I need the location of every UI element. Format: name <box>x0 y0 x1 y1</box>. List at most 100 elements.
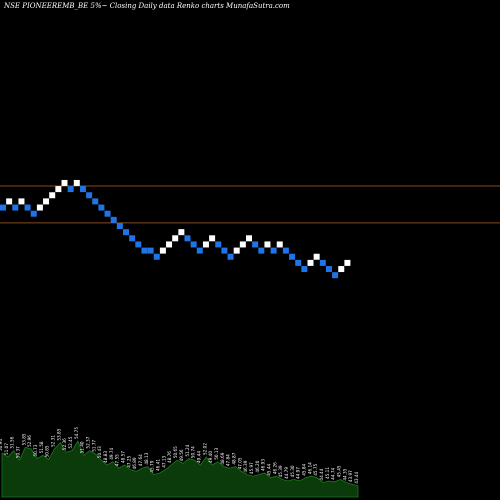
volume-label: 44.35 <box>342 468 347 480</box>
volume-label: 51.56 <box>10 436 15 448</box>
volume-label: 50.37 <box>16 446 21 458</box>
renko-brick <box>129 235 136 242</box>
volume-label: 46.41 <box>156 459 161 471</box>
volume-label: 44.44 <box>319 468 324 480</box>
volume-label: 48.83 <box>103 451 108 463</box>
renko-brick <box>6 198 13 205</box>
volume-label: 46.26 <box>272 462 277 474</box>
renko-brick <box>104 210 111 217</box>
volume-label: 45.79 <box>150 460 155 472</box>
volume-label: 46.20 <box>255 460 260 472</box>
renko-brick <box>123 229 129 236</box>
volume-label: 44.74 <box>331 467 336 479</box>
volume-label: 46.89 <box>132 457 137 469</box>
renko-brick <box>86 192 93 199</box>
renko-brick <box>0 204 6 211</box>
renko-brick <box>209 235 216 242</box>
renko-brick <box>67 186 74 193</box>
renko-brick <box>55 186 62 193</box>
volume-label: 46.93 <box>261 459 266 471</box>
renko-brick <box>239 241 246 248</box>
renko-brick <box>252 241 259 248</box>
renko-brick <box>61 179 68 186</box>
volume-label: 50.74 <box>191 446 196 458</box>
renko-brick <box>295 259 302 266</box>
renko-brick <box>12 204 19 211</box>
renko-brick <box>344 259 351 266</box>
volume-label: 47.55 <box>115 454 120 466</box>
volume-label: 45.30 <box>290 465 295 477</box>
volume-label: 51.24 <box>185 444 190 456</box>
volume-label: 52.31 <box>51 435 56 447</box>
volume-label: 49.44 <box>196 451 201 463</box>
volume-label: 50.94 <box>0 439 3 451</box>
volume-label: 49.56 <box>179 449 184 461</box>
volume-label: 50.73 <box>33 444 38 456</box>
volume-label: 50.13 <box>214 447 219 459</box>
volume-label: 53.85 <box>21 433 26 445</box>
volume-label: 52.36 <box>62 438 67 450</box>
volume-label: 44.97 <box>296 467 301 479</box>
renko-brick <box>264 241 271 248</box>
renko-brick <box>92 198 99 205</box>
chart-title: NSE PIONEEREMB_BE 5%~ Closing Daily data… <box>4 2 290 10</box>
volume-label: 46.39 <box>243 460 248 472</box>
renko-brick <box>135 241 142 248</box>
volume-label: 45.11 <box>325 467 330 479</box>
renko-brick <box>233 247 240 254</box>
renko-brick <box>147 247 154 254</box>
renko-brick <box>79 186 86 193</box>
volume-label: 52.45 <box>68 436 73 448</box>
volume-area <box>1 440 359 498</box>
volume-label: 45.45 <box>337 465 342 477</box>
renko-brick <box>30 210 37 217</box>
volume-label: 46.14 <box>307 462 312 474</box>
renko-brick <box>153 253 160 260</box>
renko-brick <box>73 179 80 186</box>
renko-brick <box>110 216 117 223</box>
renko-bricks <box>0 179 351 279</box>
renko-brick <box>270 247 277 254</box>
volume-label: 51.77 <box>91 439 96 451</box>
renko-brick <box>319 259 326 266</box>
renko-brick <box>258 247 265 254</box>
renko-brick <box>332 272 339 279</box>
volume-label: 48.69 <box>220 452 225 464</box>
renko-brick <box>184 235 191 242</box>
volume-label: 54.75 <box>74 427 79 439</box>
renko-brick <box>202 241 209 248</box>
volume-label: 52.02 <box>202 443 207 455</box>
volume-label: 47.25 <box>126 455 131 467</box>
volume-label: 50.85 <box>45 445 50 457</box>
volume-label: 50.43 <box>97 446 102 458</box>
volume-label: 47.13 <box>161 455 166 467</box>
volume-label: 43.44 <box>354 471 359 483</box>
renko-brick <box>36 204 43 211</box>
volume-label: 51.07 <box>4 443 9 455</box>
volume-label: 43.97 <box>348 470 353 482</box>
renko-brick <box>178 229 185 236</box>
renko-brick <box>325 266 332 273</box>
renko-brick <box>301 266 308 273</box>
renko-brick <box>227 253 234 260</box>
volume-label: 47.05 <box>237 457 242 469</box>
renko-brick <box>172 235 179 242</box>
renko-brick <box>43 198 50 205</box>
volume-label: 45.44 <box>267 463 272 475</box>
volume-label: 45.39 <box>278 465 283 477</box>
volume-label: 53.85 <box>56 428 61 440</box>
volume-label: 48.57 <box>121 451 126 463</box>
renko-brick <box>116 223 123 229</box>
renko-brick <box>289 253 296 260</box>
renko-brick <box>159 247 166 254</box>
renko-brick <box>246 235 252 242</box>
volume-label: 51.58 <box>39 441 44 453</box>
volume-area-path <box>1 440 359 498</box>
volume-label: 51.40 <box>80 441 85 453</box>
renko-brick <box>190 241 197 248</box>
volume-label: 44.79 <box>284 467 289 479</box>
volume-label: 52.96 <box>27 435 32 447</box>
volume-label: 52.37 <box>86 436 91 448</box>
